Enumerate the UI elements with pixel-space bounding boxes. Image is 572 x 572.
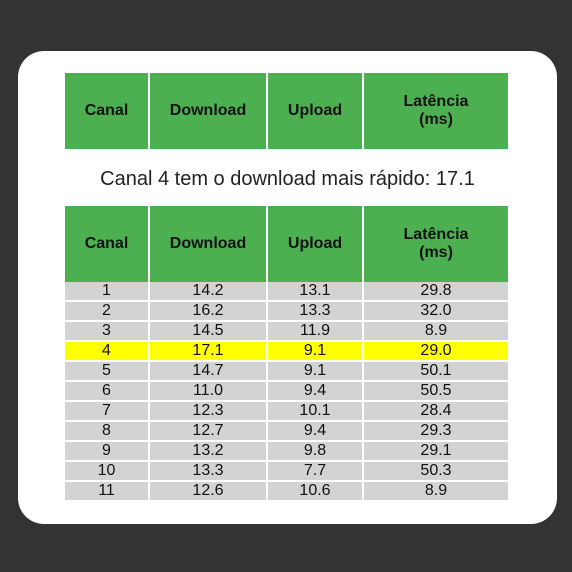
cell-canal: 1 (65, 282, 150, 302)
cell-download: 14.2 (149, 282, 268, 302)
cell-latencia: 28.4 (363, 401, 508, 422)
header-latencia-unit: (ms) (419, 111, 453, 128)
cell-upload: 9.1 (267, 341, 364, 362)
cell-canal: 11 (65, 481, 150, 502)
table-row: 9 13.2 9.8 29.1 (65, 441, 508, 462)
summary-text: Canal 4 tem o download mais rápido: 17.1 (100, 168, 475, 190)
header-latencia-label: Latência (403, 226, 469, 243)
cell-download: 13.3 (149, 461, 268, 482)
cell-latencia: 29.0 (363, 341, 508, 362)
cell-latencia: 50.1 (363, 361, 508, 382)
table-row-highlighted: 4 17.1 9.1 29.0 (65, 341, 508, 362)
cell-download: 11.0 (149, 381, 268, 402)
cell-latencia: 29.8 (363, 282, 508, 302)
cell-latencia: 29.1 (363, 441, 508, 462)
header-row: Canal Download Upload Latência (ms) (65, 73, 508, 149)
cell-upload: 11.9 (267, 321, 364, 342)
cell-download: 16.2 (149, 301, 268, 322)
cell-download: 13.2 (149, 441, 268, 462)
cell-upload: 13.1 (267, 282, 364, 302)
cell-upload: 9.1 (267, 361, 364, 382)
cell-latencia: 32.0 (363, 301, 508, 322)
cell-canal: 3 (65, 321, 150, 342)
cell-upload: 13.3 (267, 301, 364, 322)
table-row: 8 12.7 9.4 29.3 (65, 421, 508, 442)
data-table: Canal Download Upload Latência (ms) 1 14.… (65, 206, 508, 502)
card: Canal Download Upload Latência (ms) Cana… (18, 51, 557, 524)
cell-upload: 9.8 (267, 441, 364, 462)
cell-upload: 10.1 (267, 401, 364, 422)
table-row: 11 12.6 10.6 8.9 (65, 481, 508, 502)
header-canal: Canal (65, 206, 150, 282)
cell-latencia: 50.5 (363, 381, 508, 402)
table-row: 3 14.5 11.9 8.9 (65, 321, 508, 342)
header-latencia: Latência (ms) (363, 206, 508, 282)
cell-upload: 10.6 (267, 481, 364, 502)
cell-canal: 9 (65, 441, 150, 462)
cell-canal: 4 (65, 341, 150, 362)
cell-latencia: 50.3 (363, 461, 508, 482)
cell-upload: 9.4 (267, 421, 364, 442)
table-row: 7 12.3 10.1 28.4 (65, 401, 508, 422)
cell-latencia: 8.9 (363, 321, 508, 342)
header-latencia-label: Latência (403, 93, 469, 110)
header-latencia: Latência (ms) (363, 73, 508, 149)
table-row: 1 14.2 13.1 29.8 (65, 282, 508, 302)
table-row: 5 14.7 9.1 50.1 (65, 361, 508, 382)
table-row: 6 11.0 9.4 50.5 (65, 381, 508, 402)
header-download: Download (149, 73, 268, 149)
cell-download: 12.7 (149, 421, 268, 442)
header-table-top: Canal Download Upload Latência (ms) (65, 73, 508, 149)
header-upload: Upload (267, 73, 364, 149)
header-canal: Canal (65, 73, 150, 149)
cell-upload: 9.4 (267, 381, 364, 402)
cell-canal: 2 (65, 301, 150, 322)
table-body: 1 14.2 13.1 29.8 2 16.2 13.3 32.0 3 14.5 11.9 8.9 4 1… (65, 282, 508, 502)
header-row: Canal Download Upload Latência (ms) (65, 206, 508, 282)
cell-download: 12.3 (149, 401, 268, 422)
cell-download: 12.6 (149, 481, 268, 502)
header-upload: Upload (267, 206, 364, 282)
cell-download: 17.1 (149, 341, 268, 362)
cell-canal: 7 (65, 401, 150, 422)
header-download: Download (149, 206, 268, 282)
cell-latencia: 8.9 (363, 481, 508, 502)
cell-canal: 8 (65, 421, 150, 442)
cell-canal: 6 (65, 381, 150, 402)
cell-download: 14.7 (149, 361, 268, 382)
header-latencia-unit: (ms) (419, 244, 453, 261)
table-row: 10 13.3 7.7 50.3 (65, 461, 508, 482)
cell-latencia: 29.3 (363, 421, 508, 442)
cell-download: 14.5 (149, 321, 268, 342)
table-row: 2 16.2 13.3 32.0 (65, 301, 508, 322)
cell-upload: 7.7 (267, 461, 364, 482)
cell-canal: 5 (65, 361, 150, 382)
cell-canal: 10 (65, 461, 150, 482)
